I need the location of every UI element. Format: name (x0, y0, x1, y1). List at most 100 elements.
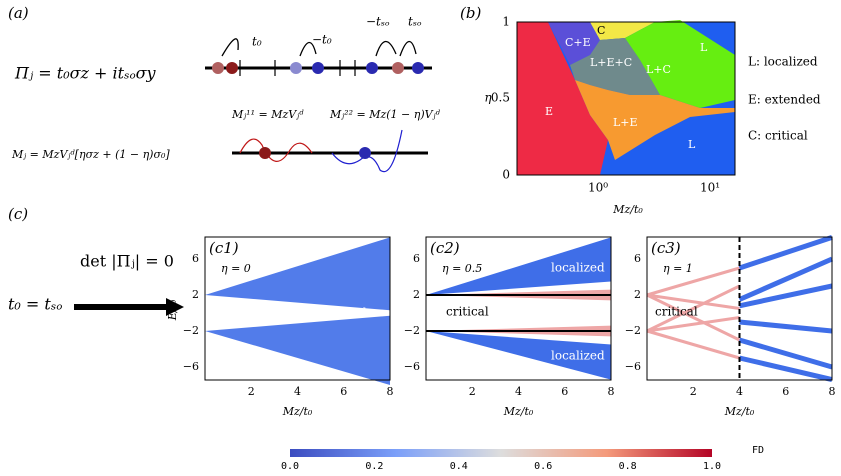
panel-label: (c) (8, 205, 28, 223)
site-ticks (239, 60, 356, 76)
spins (212, 62, 424, 74)
x-tick-label: 4 (736, 385, 743, 398)
annotation: critical (446, 305, 489, 319)
band-line (738, 337, 833, 370)
region-ce (548, 22, 600, 65)
arrow-head (166, 298, 184, 316)
region-label: C+E (565, 36, 591, 49)
band-line (738, 235, 833, 271)
band-line (646, 316, 740, 333)
region-label: L+E+C (590, 56, 632, 69)
band (426, 331, 611, 380)
y-tick-label: −2 (404, 324, 420, 337)
x-tick-label: 8 (387, 385, 394, 398)
x-tick-label: 6 (340, 385, 347, 398)
y-tick-label: 2 (634, 288, 641, 301)
plot-frame (204, 236, 391, 381)
colorbar: FD 0.0 0.2 0.4 0.6 0.8 1.0 (281, 445, 764, 472)
region-label: L+E (613, 116, 638, 129)
wave (331, 129, 403, 173)
band-line (738, 256, 834, 302)
x-tick-label: 10⁰ (588, 181, 608, 195)
subpanel-label: (c2) (430, 239, 460, 257)
mj: Mⱼ = MzVⱼᵈ[ησz + (1 − η)σ₀] (11, 148, 170, 161)
colorbar-tick-label: 0.8 (619, 461, 637, 472)
y-tick-label: 2 (413, 288, 420, 301)
x-axis-label: Mz/t₀ (612, 203, 643, 216)
annotation: localized (767, 306, 821, 320)
colorbar-gradient (290, 449, 712, 457)
y-tick-label: −6 (183, 360, 199, 373)
hop-label: −t₀ (312, 33, 332, 47)
region-lc (625, 20, 735, 108)
region-label: E (545, 105, 553, 118)
panel-c: (c) det |Πⱼ| = 0 t₀ = tₛₒ (c1) η = 0 local… (8, 205, 836, 418)
spin (359, 147, 371, 159)
hop-label: tₛₒ (408, 15, 422, 29)
band-line (646, 293, 741, 342)
subpanel: (c1) η = 0 localized 6 2 −2 −6 E/t₀ 2 4 6 8 Mz/t₀ (166, 236, 394, 418)
panel-a: (a) Πⱼ = t₀σz + itₛₒσy t₀ −t₀ −tₛₒ tₛₒ M… (8, 4, 440, 173)
legend-entry: E: extended (748, 93, 821, 107)
hop-arcs (221, 38, 417, 57)
y-tick-label: −6 (625, 360, 641, 373)
x-axis-label: Mz/t₀ (282, 405, 313, 418)
condition: det |Πⱼ| = 0 (80, 252, 174, 271)
region-e (517, 22, 608, 175)
x-tick-label: 10¹ (700, 181, 720, 195)
x-tick-label: 2 (690, 385, 697, 398)
legend-entry: L: localized (748, 55, 818, 69)
y-tick-label: 6 (413, 252, 420, 265)
annotation: localized (313, 306, 367, 320)
colorbar-tick-label: 0.4 (450, 461, 468, 472)
hop-label: t₀ (252, 35, 262, 49)
panel-b: (b) C C+E L+E+C L+C L E L+E L 0 0.5 1 10… (460, 4, 821, 216)
plot-frame (425, 236, 612, 381)
x-tick-label: 8 (608, 385, 615, 398)
colorbar-label: FD (752, 445, 764, 456)
region-le (575, 80, 735, 160)
band-line (646, 284, 741, 333)
x-tick-label: 8 (829, 385, 836, 398)
x-axis-label: Mz/t₀ (724, 405, 755, 418)
region-label: L (688, 138, 696, 151)
eta-label: η = 1 (663, 262, 693, 275)
colorbar-tick-label: 0.0 (281, 461, 299, 472)
eta-label: η = 0 (221, 262, 251, 275)
band (205, 315, 390, 385)
x-tick-label: 6 (561, 385, 568, 398)
region-label: L (700, 41, 708, 54)
band (426, 237, 611, 295)
colorbar-tick-label: 0.2 (365, 461, 383, 472)
plot-frame (646, 236, 833, 381)
band-line (646, 266, 740, 297)
annotation: critical (655, 305, 698, 319)
x-tick-label: 6 (782, 385, 789, 398)
y-tick-label: 6 (192, 252, 199, 265)
panel-label: (a) (8, 4, 29, 22)
region-label: L+C (646, 63, 671, 76)
hop-label: −tₛₒ (366, 15, 390, 29)
band-line (646, 329, 740, 360)
band-line (646, 293, 740, 310)
subpanel: (c2) η = 0.5 localized critical localized 6 2 −… (404, 236, 615, 418)
panel-label: (b) (460, 4, 481, 22)
y-tick-label: 2 (192, 288, 199, 301)
y-tick-label: −6 (404, 360, 420, 373)
x-tick-label: 2 (469, 385, 476, 398)
plot-frame (516, 21, 736, 176)
annotation: localized (551, 261, 605, 275)
y-axis-label: η (484, 91, 492, 105)
eta-label: η = 0.5 (442, 262, 482, 275)
band-line (738, 283, 833, 309)
region-label: C (597, 24, 605, 37)
hamiltonian: Πⱼ = t₀σz + itₛₒσy (14, 64, 157, 83)
band-line (738, 355, 833, 383)
y-tick-label: 1 (502, 15, 510, 29)
y-axis-label: E/t₀ (166, 299, 179, 321)
x-tick-label: 4 (515, 385, 522, 398)
y-tick-label: 0 (502, 168, 510, 182)
subpanel: (c3) η = 1 critical localized 6 2 −2 −6 2 4 6 8 Mz/t… (625, 235, 836, 418)
m11: Mⱼ¹¹ = MzVⱼᵈ (231, 108, 304, 121)
